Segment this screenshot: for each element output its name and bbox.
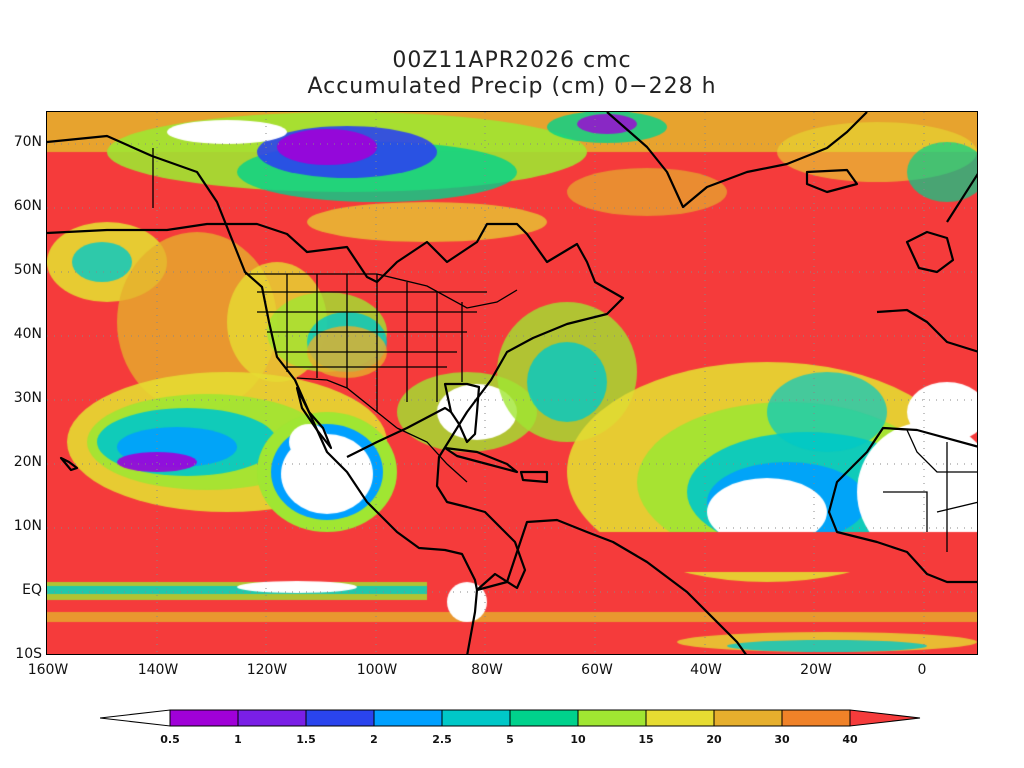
coast-sa-west [466,589,479,654]
colorbar-swatch-highest [849,709,921,727]
map-overlay [47,112,977,654]
colorbar-label: 0.5 [160,733,180,746]
colorbar-swatch [373,709,443,727]
border-us-canada [245,273,518,309]
coast-uk [905,230,955,274]
border-africa-1 [882,427,977,473]
ytick-60n: 60N [13,198,42,214]
colorbar-swatch [169,709,239,727]
colorbar-swatch [577,709,647,727]
colorbar-label: 2.5 [432,733,452,746]
xtick-120w: 120W [246,662,288,678]
colorbar-label: 40 [842,733,858,746]
xtick-40w: 40W [690,662,722,678]
border-states-2 [286,274,463,412]
coast-baja [295,386,333,450]
ytick-30n: 30N [13,390,42,406]
map-title-date-model: 00Z11APR2026 cmc [392,48,632,73]
coast-hawaii [59,456,79,472]
colorbar-label: 20 [706,733,722,746]
colorbar-swatch [713,709,783,727]
coast-south-america [476,518,747,654]
ytick-10n: 10N [13,518,42,534]
xtick-100w: 100W [356,662,398,678]
coast-florida [443,382,481,444]
colorbar-swatch [645,709,715,727]
xtick-0: 0 [917,662,927,678]
colorbar-label: 10 [570,733,586,746]
colorbar-swatch [509,709,579,727]
ytick-10s: 10S [15,646,42,662]
colorbar-swatches [100,709,921,727]
colorbar-swatch [305,709,375,727]
xtick-160w: 160W [27,662,69,678]
colorbar-swatch [237,709,307,727]
xtick-60w: 60W [581,662,613,678]
border-mexico [396,427,468,483]
coast-africa [827,426,977,584]
colorbar-label: 1 [234,733,242,746]
border-africa-2 [883,442,977,552]
colorbar-swatch-lowest [100,709,171,727]
ytick-eq: EQ [22,582,42,598]
gridlines [47,112,977,654]
coast-hispaniola [519,470,549,484]
colorbar-label: 2 [370,733,378,746]
coast-greenland [606,112,868,209]
colorbar-label: 1.5 [296,733,316,746]
colorbar-legend: 0.5 1 1.5 2 2.5 5 10 15 20 30 40 [100,709,921,746]
colorbar-labels: 0.5 1 1.5 2 2.5 5 10 15 20 30 40 [160,733,858,746]
border-states-1 [257,291,487,368]
political-borders [152,148,977,552]
colorbar-label: 30 [774,733,790,746]
coast-gulf [346,406,452,458]
xtick-20w: 20W [800,662,832,678]
colorbar-label: 15 [638,733,653,746]
xtick-140w: 140W [137,662,179,678]
colorbar-label: 5 [506,733,514,746]
coast-iberia [876,308,977,353]
precip-map[interactable] [46,111,978,655]
ytick-70n: 70N [13,134,42,150]
ytick-40n: 40N [13,326,42,342]
coastlines [47,112,977,654]
coast-iceland [805,168,859,194]
colorbar-swatch [441,709,511,727]
ytick-50n: 50N [13,262,42,278]
colorbar-swatch [781,709,851,727]
coast-scandinavia [946,173,977,223]
map-title-variable: Accumulated Precip (cm) 0−228 h [307,74,717,99]
ytick-20n: 20N [13,454,42,470]
xtick-80w: 80W [471,662,503,678]
coast-cuba [443,446,519,474]
